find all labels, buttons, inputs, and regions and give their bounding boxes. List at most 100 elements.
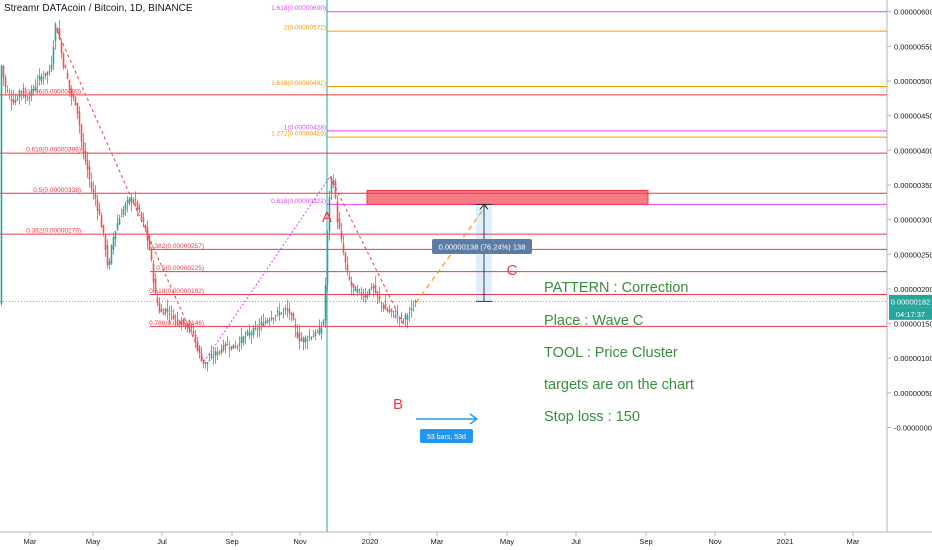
candle-body — [324, 285, 327, 321]
candle-body — [208, 359, 211, 361]
candle-body — [172, 315, 175, 320]
fib-level-label: 0.382(0.00000257) — [149, 243, 204, 250]
current-price-tag — [889, 294, 932, 308]
wave-line-up — [203, 176, 331, 362]
candle-body — [314, 332, 317, 337]
fib-level-label: 0.618(0.00000322) — [271, 198, 326, 205]
candle-body — [412, 310, 415, 312]
candle-body — [94, 193, 97, 199]
candle-body — [414, 305, 417, 307]
candle-body — [62, 54, 65, 67]
candle-body — [286, 308, 289, 311]
candle-body — [42, 77, 45, 79]
candle-body — [372, 285, 375, 288]
candle-body — [354, 287, 357, 292]
candle-body — [66, 72, 69, 79]
candle-body — [230, 346, 233, 350]
candle-body — [234, 346, 237, 348]
annotation-text: Stop loss : 150 — [544, 409, 640, 425]
candle-body — [406, 315, 409, 320]
candle-body — [46, 72, 49, 75]
candle-body — [232, 344, 235, 349]
candle-body — [4, 77, 7, 88]
candle-body — [152, 263, 155, 283]
candle-body — [228, 348, 231, 350]
candle-body — [8, 93, 11, 95]
candle-body — [56, 28, 59, 33]
candle-body — [318, 327, 321, 335]
candle-body — [326, 231, 329, 285]
candle-body — [270, 317, 273, 320]
candle-body — [34, 86, 37, 91]
candle-body — [340, 230, 343, 240]
candle-body — [36, 82, 39, 84]
candle-body — [282, 309, 285, 311]
candle-body — [374, 285, 377, 293]
candle-body — [16, 98, 19, 100]
candle-body — [300, 338, 303, 341]
candle-body — [24, 94, 27, 98]
candle-body — [344, 252, 347, 263]
candle-body — [198, 346, 201, 352]
candle-body — [268, 320, 271, 322]
candle-body — [310, 337, 313, 340]
fib-level-label: 1(0.00000428) — [284, 124, 326, 131]
candle-body — [278, 311, 281, 316]
candle-body — [60, 41, 63, 54]
candle-body — [158, 302, 161, 312]
candle-body — [320, 327, 323, 334]
candle-body — [212, 357, 215, 359]
candle-body — [316, 331, 319, 333]
candle-body — [204, 362, 207, 364]
bars-label-box — [420, 429, 473, 443]
candle-body — [402, 320, 405, 322]
candle-body — [398, 317, 401, 319]
candle-body — [410, 307, 413, 311]
candle-body — [76, 102, 79, 114]
candle-body — [100, 215, 103, 228]
candle-body — [404, 314, 407, 320]
candle-body — [188, 323, 191, 329]
candle-body — [388, 309, 391, 312]
candle-body — [180, 321, 183, 325]
candle-body — [174, 316, 177, 318]
y-tick-label: 0.00000250 — [894, 250, 932, 259]
annotation-text: PATTERN : Correction — [544, 280, 689, 296]
candle-body — [248, 332, 251, 336]
candle-body — [0, 65, 3, 304]
bars-arrow-head-icon — [469, 413, 479, 425]
wave-label-c: C — [507, 262, 518, 279]
candle-body — [328, 197, 331, 232]
candle-body — [114, 231, 117, 240]
candle-body — [22, 87, 25, 97]
candle-body — [272, 318, 275, 320]
x-tick-label: Sep — [639, 537, 652, 546]
candle-body — [274, 315, 277, 317]
fib-level-label: 0.786(0.00000480) — [26, 88, 81, 95]
candle-body — [238, 343, 241, 346]
candle-body — [154, 278, 157, 294]
candle-body — [252, 328, 255, 336]
candle-body — [362, 296, 365, 298]
candle-body — [350, 281, 353, 287]
candle-body — [78, 111, 81, 125]
measure-label-box — [432, 239, 532, 254]
current-price-label: 0.00000182 — [891, 297, 931, 306]
candle-body — [294, 324, 297, 329]
candle-body — [168, 313, 171, 315]
candle-body — [384, 304, 387, 310]
candle-body — [118, 218, 121, 225]
candle-body — [52, 47, 55, 64]
candle-body — [226, 344, 229, 346]
candle-body — [142, 217, 145, 222]
candle-body — [72, 95, 75, 98]
candle-body — [130, 198, 133, 203]
candle-body — [82, 141, 85, 153]
y-tick-label: 0.00000300 — [894, 216, 932, 225]
candle-body — [336, 201, 339, 223]
candle-body — [302, 337, 305, 343]
candle-body — [88, 166, 91, 180]
candle-body — [116, 223, 119, 230]
candle-body — [210, 353, 213, 358]
